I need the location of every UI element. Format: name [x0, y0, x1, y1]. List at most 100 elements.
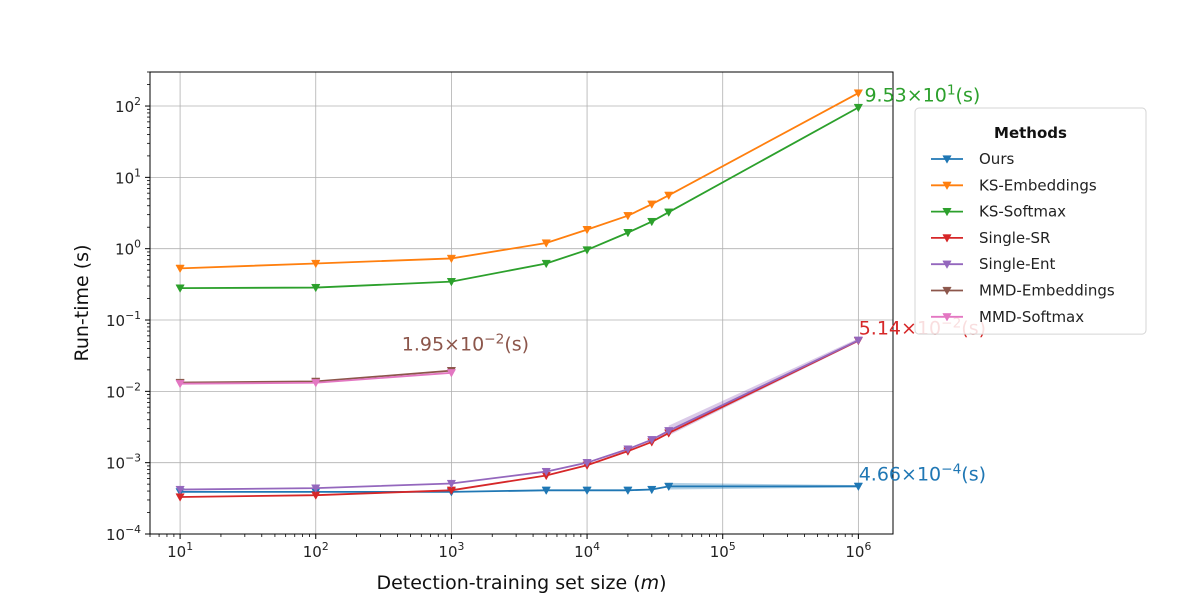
point-single-ent: [541, 467, 551, 477]
legend-label-single-sr: Single-SR: [979, 229, 1050, 247]
point-ks-softmax: [311, 283, 321, 293]
x-tick-label-exp: 4: [593, 540, 600, 553]
point-ours: [582, 486, 592, 496]
x-tick-label: 106: [845, 540, 871, 561]
legend-marker-single-sr: [942, 234, 952, 243]
legend-marker-ks-embeddings: [942, 181, 952, 191]
x-tick-label-base: 10: [710, 543, 729, 561]
y-tick-label-exp: 0: [134, 238, 141, 251]
point-ks-embeddings: [623, 212, 633, 221]
annotation-1-unit: (s): [956, 85, 981, 107]
y-tick-label-exp: 2: [134, 95, 141, 108]
y-tick-label-base: 10: [106, 383, 125, 401]
point-ours: [853, 482, 863, 492]
point-ours: [647, 485, 657, 495]
annotation-4-unit: (s): [961, 463, 986, 485]
point-ks-softmax: [853, 103, 863, 113]
y-tick-label-exp: −2: [125, 380, 141, 393]
legend: Methods Ours KS-Embeddings KS-Softmax Single…: [914, 107, 1147, 335]
point-ks-embeddings: [311, 259, 321, 269]
x-tick-label: 103: [438, 540, 464, 561]
point-single-ent: [623, 445, 633, 454]
point-ks-softmax: [647, 217, 657, 227]
point-single-ent: [647, 436, 657, 445]
y-tick-label-base: 10: [115, 241, 134, 259]
y-tick-label-exp: 1: [134, 166, 141, 179]
annotation-3-exp: −2: [484, 332, 504, 348]
y-tick-label-base: 10: [106, 455, 125, 473]
x-tick-label-base: 10: [438, 543, 457, 561]
y-tick-label: 10−3: [106, 452, 141, 473]
x-tick-label: 102: [303, 540, 329, 561]
legend-label-single-ent: Single-Ent: [979, 255, 1056, 273]
annotation-3-unit: (s): [504, 334, 529, 356]
point-single-ent: [853, 336, 863, 345]
point-ks-embeddings: [853, 89, 863, 98]
y-tick-label-base: 10: [106, 526, 125, 544]
point-ks-softmax: [582, 246, 592, 255]
annotation-4-base: 4.66×10: [859, 463, 941, 485]
legend-label-ks-embeddings: KS-Embeddings: [979, 176, 1097, 194]
legend-box: [914, 107, 1147, 335]
point-ks-softmax: [623, 229, 633, 238]
grid: [150, 72, 893, 535]
point-ks-embeddings: [582, 226, 592, 235]
x-axis-label-prefix: Detection-training set size (: [376, 572, 640, 594]
x-tick-label-base: 10: [845, 543, 864, 561]
point-single-ent: [311, 484, 321, 493]
legend-marker-ours: [942, 155, 952, 164]
point-ks-embeddings: [664, 191, 674, 201]
point-ks-softmax: [446, 278, 457, 287]
x-tick-label-exp: 1: [186, 540, 193, 553]
x-tick-label: 105: [710, 540, 736, 561]
annotation-3-base: 1.95×10: [402, 334, 484, 356]
y-tick-label: 100: [115, 238, 141, 259]
x-tick-label-exp: 5: [729, 540, 736, 553]
point-mmd-softmax: [311, 379, 321, 388]
point-single-ent: [582, 459, 592, 468]
x-tick-label-exp: 6: [864, 540, 871, 553]
x-tick-label-exp: 2: [322, 540, 329, 553]
x-axis-label-var: m: [641, 572, 660, 594]
y-tick-label-base: 10: [115, 169, 134, 187]
legend-label-mmd-softmax: MMD-Softmax: [979, 308, 1084, 326]
legend-marker-ks-softmax: [942, 207, 952, 217]
y-tick-label-base: 10: [106, 312, 125, 330]
y-tick-label: 102: [115, 95, 141, 116]
y-tick-label: 10−1: [106, 309, 141, 330]
point-ks-softmax: [175, 284, 185, 293]
point-ks-softmax: [541, 259, 551, 269]
legend-marker-mmd-embeddings: [942, 286, 952, 296]
y-tick-label-exp: −4: [125, 523, 141, 536]
annotation-1-exp: 1: [947, 83, 956, 99]
point-mmd-softmax: [175, 380, 185, 389]
annotation-1-base: 9.53×10: [864, 85, 946, 107]
annotation-1: 9.53×101(s): [864, 83, 980, 107]
annotation-4: 4.66×10−4(s): [859, 461, 986, 485]
x-tick-label-exp: 3: [458, 540, 465, 553]
point-single-ent: [446, 479, 457, 489]
x-tick-label-base: 10: [303, 543, 322, 561]
point-ks-embeddings: [647, 200, 657, 209]
legend-label-ks-softmax: KS-Softmax: [979, 203, 1066, 221]
point-ours: [623, 486, 633, 496]
point-ks-embeddings: [541, 239, 551, 248]
x-tick-label: 101: [167, 540, 193, 561]
x-tick-label-base: 10: [574, 543, 593, 561]
x-axis-label-suffix: ): [659, 572, 666, 594]
point-single-ent: [664, 427, 674, 436]
point-ours: [664, 482, 674, 492]
point-ks-softmax: [664, 208, 674, 217]
point-ours: [541, 486, 551, 496]
legend-title: Methods: [994, 124, 1067, 142]
x-tick-label: 104: [574, 540, 600, 561]
legend-marker-single-ent: [942, 260, 952, 269]
y-tick-label-exp: −1: [125, 309, 141, 322]
point-ks-embeddings: [175, 264, 185, 274]
x-tick-label-base: 10: [167, 543, 186, 561]
plot-frame: [149, 71, 894, 535]
legend-label-mmd-embeddings: MMD-Embeddings: [979, 282, 1115, 300]
y-tick-label-exp: −3: [125, 452, 141, 465]
x-axis-label: Detection-training set size (m): [376, 572, 666, 594]
